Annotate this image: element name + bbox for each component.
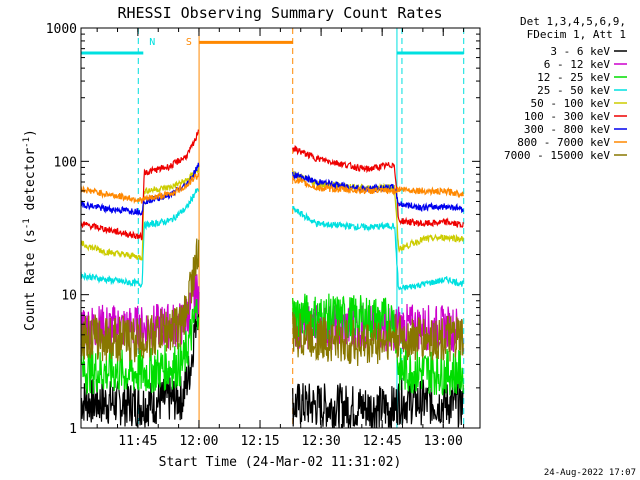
x-axis-label: Start Time (24-Mar-02 11:31:02) — [159, 455, 402, 470]
legend: Det 1,3,4,5,6,9,FDecim 1, Att 1 3 - 6 keV… — [504, 15, 627, 162]
y-axis-label-sup2: -1 — [22, 137, 32, 148]
y-axis-label: Count Rate (s-1 detector-1) — [22, 129, 38, 331]
footer-date: 24-Aug-2022 17:07 — [544, 468, 636, 478]
legend-header-0: Det 1,3,4,5,6,9, — [520, 15, 626, 28]
legend-label-3: 25 - 50 keV — [537, 84, 610, 97]
series-line-4-a — [80, 166, 200, 261]
series-line-2-a — [80, 298, 200, 396]
legend-label-6: 300 - 800 keV — [524, 123, 610, 136]
series-3 — [80, 187, 464, 291]
legend-label-5: 100 - 300 keV — [524, 110, 610, 123]
series-line-6-b — [292, 170, 464, 214]
series-line-3-b — [292, 205, 464, 291]
series-line-7-a — [80, 172, 200, 205]
series-line-8-a — [80, 238, 200, 363]
x-tick-label-5: 13:00 — [424, 434, 463, 449]
series-line-5-a — [80, 129, 200, 241]
legend-label-0: 3 - 6 keV — [550, 45, 610, 58]
y-axis-label-main: Count Rate (s — [23, 229, 38, 331]
legend-label-2: 12 - 25 keV — [537, 71, 610, 84]
series-5 — [80, 129, 464, 241]
legend-label-1: 6 - 12 keV — [544, 58, 611, 71]
y-axis-label-end: ) — [23, 129, 38, 137]
y-tick-label-0: 1 — [69, 422, 77, 437]
series-line-8-b — [292, 311, 464, 367]
chart-title: RHESSI Observing Summary Count Rates — [117, 4, 442, 22]
y-tick-label-2: 100 — [54, 155, 77, 170]
series-line-5-b — [292, 145, 464, 229]
series-7 — [80, 172, 464, 205]
x-tick-label-1: 12:00 — [179, 434, 218, 449]
series-line-3-a — [80, 187, 200, 288]
series-line-2-b — [292, 293, 464, 396]
x-tick-label-2: 12:15 — [240, 434, 279, 449]
series-8 — [80, 238, 464, 367]
legend-label-8: 7000 - 15000 keV — [504, 149, 610, 162]
legend-label-7: 800 - 7000 keV — [517, 136, 610, 149]
x-tick-label-0: 11:45 — [118, 434, 157, 449]
y-tick-label-3: 1000 — [46, 22, 77, 37]
series-0 — [80, 291, 464, 429]
series-2 — [80, 293, 464, 396]
annotation-S: S — [186, 37, 192, 48]
y-axis-label-mid: detector — [23, 148, 38, 219]
x-tick-label-4: 12:45 — [363, 434, 402, 449]
series-line-7-b — [292, 175, 464, 199]
legend-label-4: 50 - 100 keV — [531, 97, 611, 110]
series-line-0-a — [80, 291, 200, 428]
annotation-N: N — [149, 37, 155, 48]
x-tick-label-3: 12:30 — [302, 434, 341, 449]
axes: 1 10 100 1000 11:45 12:00 12:15 12:30 12:45 13:00 — [46, 22, 480, 449]
y-axis-label-sup1: -1 — [22, 218, 32, 229]
series-line-0-b — [292, 377, 464, 429]
y-tick-label-1: 10 — [61, 289, 77, 304]
legend-header-1: FDecim 1, Att 1 — [527, 28, 626, 41]
